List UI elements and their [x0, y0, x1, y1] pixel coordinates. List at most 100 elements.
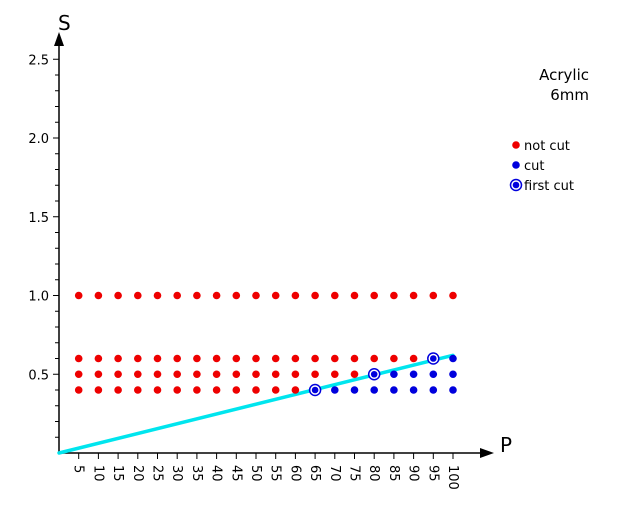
not-cut-point [134, 370, 142, 379]
legend: not cut cut first cut [509, 139, 574, 194]
not-cut-point [409, 291, 418, 300]
x-tick-label: 90 [406, 465, 421, 482]
cut-point [429, 386, 438, 394]
cut-point [449, 370, 457, 379]
not-cut-point [429, 291, 438, 300]
x-tick-label: 5 [71, 465, 86, 473]
x-tick-label: 15 [110, 465, 125, 482]
not-cut-point [134, 291, 142, 300]
not-cut-point [212, 386, 221, 394]
not-cut-point [134, 386, 142, 394]
not-cut-point [252, 386, 260, 394]
x-tick-label: 75 [347, 465, 362, 482]
not-cut-point [114, 370, 122, 379]
not-cut-point [193, 291, 201, 300]
first-cut-point [311, 386, 319, 394]
legend-label: cut [524, 159, 544, 174]
x-axis-arrow [480, 448, 494, 458]
legend-label: first cut [524, 179, 574, 194]
not-cut-point [212, 291, 221, 300]
cut-point [409, 370, 418, 379]
x-tick-label: 95 [425, 465, 440, 482]
first-cut-point [430, 355, 437, 362]
x-tick-label: 50 [248, 465, 263, 482]
not-cut-point [271, 386, 280, 394]
x-tick-label: 70 [327, 465, 342, 482]
trend-line [57, 353, 455, 455]
annotation-line-1: Acrylic [539, 66, 589, 84]
not-cut-point [370, 291, 379, 300]
cut-point [449, 354, 457, 363]
not-cut-point [212, 354, 221, 363]
not-cut-point [311, 370, 319, 379]
not-cut-point [94, 354, 103, 363]
not-cut-point [370, 354, 379, 363]
y-tick-label: 2.0 [28, 132, 49, 147]
not-cut-point [449, 291, 457, 300]
y-tick-label: 1.0 [28, 290, 49, 305]
x-tick-label: 10 [90, 465, 105, 482]
annotation-line-2: 6mm [550, 86, 589, 104]
x-axis-label: P [500, 433, 512, 457]
not-cut-point [94, 370, 103, 379]
y-axis-label: S [58, 11, 71, 35]
not-cut-point [350, 354, 359, 363]
not-cut-point [114, 291, 122, 300]
not-cut-point [173, 354, 181, 363]
not-cut-point [311, 354, 319, 363]
not-cut-point [193, 370, 201, 379]
not-cut-point [409, 354, 418, 363]
not-cut-point [331, 291, 339, 300]
not-cut-point [271, 354, 280, 363]
y-tick-label: 0.5 [28, 368, 49, 383]
not-cut-point [252, 354, 260, 363]
not-cut-point [114, 354, 122, 363]
not-cut-point [390, 291, 398, 300]
x-tick-label: 80 [366, 465, 381, 482]
x-tick-label: 40 [209, 465, 224, 482]
not-cut-point [271, 370, 280, 379]
not-cut-point [173, 386, 181, 394]
not-cut-point [350, 370, 359, 379]
not-cut-point [74, 386, 83, 394]
cut-point [331, 386, 339, 394]
not-cut-point [350, 291, 359, 300]
not-cut-point [232, 370, 241, 379]
legend-marker-cut [512, 161, 520, 169]
x-tick-label: 85 [386, 465, 401, 482]
not-cut-point [331, 370, 339, 379]
not-cut-point [390, 354, 398, 363]
not-cut-point [252, 291, 260, 300]
not-cut-point [74, 354, 83, 363]
not-cut-point [153, 386, 162, 394]
y-tick-label: 1.5 [28, 211, 49, 226]
x-tick-label: 30 [169, 465, 184, 482]
not-cut-point [311, 291, 319, 300]
cut-point [390, 386, 398, 394]
not-cut-point [173, 370, 181, 379]
x-tick-label: 100 [445, 465, 460, 490]
not-cut-point [74, 291, 83, 300]
not-cut-point [291, 354, 300, 363]
not-cut-point [173, 291, 181, 300]
not-cut-point [94, 386, 103, 394]
cut-point [370, 386, 379, 394]
not-cut-point [252, 370, 260, 379]
not-cut-point [271, 291, 280, 300]
cut-point [429, 370, 438, 379]
not-cut-point [153, 370, 162, 379]
not-cut-point [291, 370, 300, 379]
legend-marker-not-cut [512, 141, 520, 149]
legend-label: not cut [524, 139, 570, 154]
first-cut-point [370, 370, 378, 378]
not-cut-point [114, 386, 122, 394]
x-tick-label: 65 [307, 465, 322, 482]
cut-point [390, 370, 398, 379]
not-cut-point [212, 370, 221, 379]
not-cut-point [291, 386, 300, 394]
x-tick-label: 20 [130, 465, 145, 482]
not-cut-point [153, 354, 162, 363]
cut-point [350, 386, 359, 394]
